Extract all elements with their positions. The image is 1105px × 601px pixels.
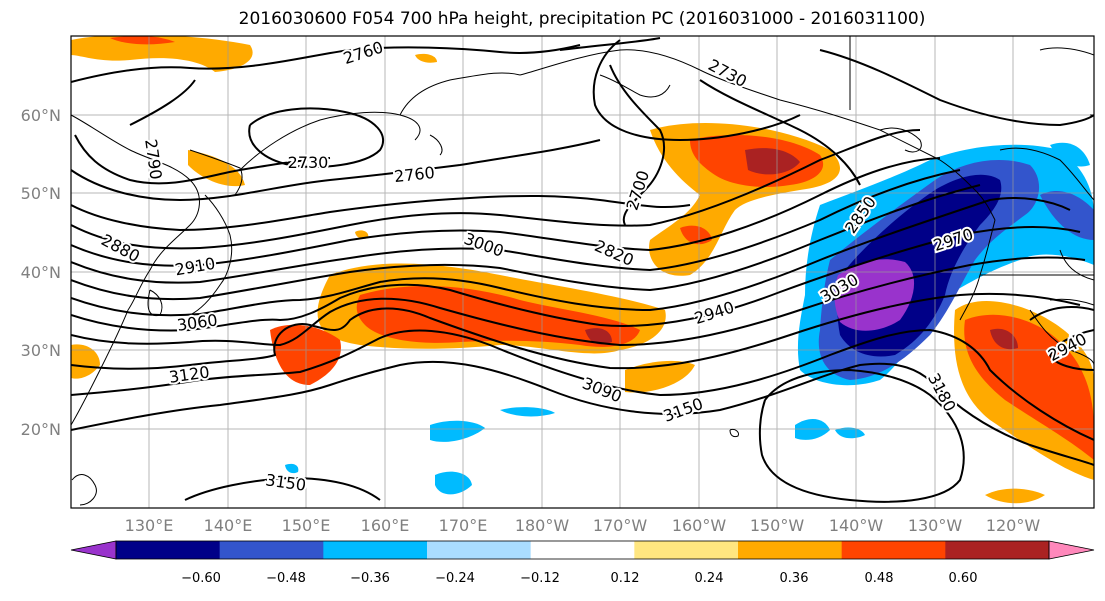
colorbar-cell: [323, 541, 428, 559]
height-contours: [71, 37, 1094, 503]
colorbar-cell: [945, 541, 1050, 559]
colorbar-cells: [116, 541, 1050, 559]
colorbar-tick-label: −0.12: [520, 571, 560, 586]
colorbar-tick-label: −0.48: [266, 571, 306, 586]
map-frame: [70, 35, 1095, 509]
colorbar-outline: [115, 540, 1050, 560]
longitude-labels: 130°E 140°E 150°E 160°E 170°E 180°W 170°…: [125, 516, 1041, 535]
map-gridlines: [71, 36, 1094, 508]
colorbar-tick-label: 0.24: [695, 571, 724, 586]
colorbar-cell: [634, 541, 739, 559]
lon-label: 160°W: [672, 516, 727, 535]
lon-label: 130°E: [125, 516, 174, 535]
colorbar-cell: [841, 541, 946, 559]
latitude-labels: 60°N 50°N 40°N 30°N 20°N: [21, 106, 61, 439]
lon-label: 140°W: [829, 516, 884, 535]
colorbar: −0.60 −0.48 −0.36 −0.24 −0.12 0.12 0.24 …: [70, 540, 1095, 586]
map-title: 2016030600 F054 700 hPa height, precipit…: [238, 9, 926, 29]
colorbar-tick-label: 0.12: [611, 571, 640, 586]
colorbar-tick-label: −0.36: [350, 571, 390, 586]
lon-label: 120°W: [986, 516, 1041, 535]
precip-shading-positive: [71, 36, 1094, 504]
lat-label: 40°N: [21, 263, 61, 282]
lon-label: 140°E: [204, 516, 253, 535]
colorbar-extend-low: [70, 540, 117, 560]
colorbar-cell: [116, 541, 221, 559]
colorbar-cell: [738, 541, 843, 559]
precip-shading-negative: [285, 142, 1094, 495]
colorbar-ticks: −0.60 −0.48 −0.36 −0.24 −0.12 0.12 0.24 …: [181, 571, 977, 586]
lat-label: 30°N: [21, 341, 61, 360]
lon-label: 170°E: [439, 516, 488, 535]
colorbar-tick-label: 0.36: [780, 571, 809, 586]
lon-label: 180°W: [515, 516, 570, 535]
colorbar-tick-label: −0.60: [181, 571, 221, 586]
lon-label: 160°E: [361, 516, 410, 535]
lon-label: 150°E: [282, 516, 331, 535]
colorbar-cell: [530, 541, 635, 559]
lat-label: 60°N: [21, 106, 61, 125]
colorbar-tick-label: 0.48: [865, 571, 894, 586]
lon-label: 150°W: [750, 516, 805, 535]
colorbar-extend-high: [1048, 540, 1095, 560]
lon-label: 170°W: [593, 516, 648, 535]
lon-label: 130°W: [908, 516, 963, 535]
colorbar-tick-label: 0.60: [949, 571, 978, 586]
colorbar-cell: [427, 541, 532, 559]
contour-label: 2730: [288, 153, 329, 172]
lat-label: 20°N: [21, 420, 61, 439]
colorbar-tick-label: −0.24: [435, 571, 475, 586]
lat-label: 50°N: [21, 184, 61, 203]
colorbar-cell: [219, 541, 324, 559]
